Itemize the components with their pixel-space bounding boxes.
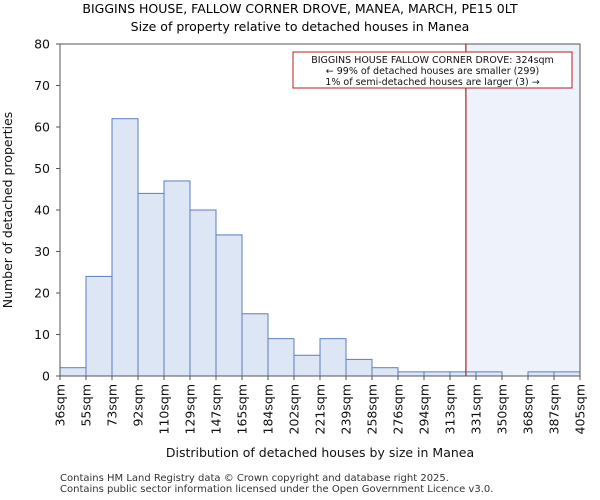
chart-title: BIGGINS HOUSE, FALLOW CORNER DROVE, MANE… [82, 1, 518, 16]
histogram-bar [267, 338, 295, 377]
annotation-line: BIGGINS HOUSE FALLOW CORNER DROVE: 324sq… [311, 55, 554, 66]
histogram-bar [527, 371, 555, 377]
histogram-bar [553, 371, 581, 377]
x-tick-label: 147sqm [209, 384, 224, 434]
annotation-box [292, 51, 573, 89]
footer-copyright: Contains HM Land Registry data © Crown c… [60, 473, 449, 484]
x-tick-label: 258sqm [365, 384, 380, 434]
x-tick-label: 239sqm [339, 384, 354, 434]
x-tick-label: 73sqm [105, 384, 120, 427]
y-tick-label: 70 [34, 78, 50, 93]
histogram-bar [371, 367, 399, 377]
x-axis-label: Distribution of detached houses by size … [166, 445, 474, 460]
x-tick-label: 92sqm [131, 384, 146, 427]
y-tick-label: 10 [34, 327, 50, 342]
x-tick-label: 276sqm [391, 384, 406, 434]
x-tick-label: 129sqm [183, 384, 198, 434]
histogram-bar [189, 209, 217, 377]
x-tick-label: 313sqm [443, 384, 458, 434]
histogram-bar [345, 358, 373, 377]
histogram-bar [397, 371, 425, 377]
highlight-region [465, 44, 580, 376]
x-tick-label: 36sqm [53, 384, 68, 427]
histogram-bar [293, 354, 321, 377]
x-tick-label: 387sqm [547, 384, 562, 434]
y-tick-label: 20 [34, 286, 50, 301]
histogram-bar [215, 234, 243, 377]
x-tick-label: 368sqm [521, 384, 536, 434]
y-axis-label: Number of detached properties [0, 112, 15, 309]
histogram-bar [241, 313, 269, 377]
y-tick-label: 30 [34, 244, 50, 259]
chart-subtitle: Size of property relative to detached ho… [130, 19, 470, 34]
annotation-line: 1% of semi-detached houses are larger (3… [325, 77, 539, 88]
x-tick-label: 110sqm [157, 384, 172, 434]
x-tick-label: 55sqm [79, 384, 94, 427]
histogram-bar [59, 367, 87, 377]
histogram-bar [449, 371, 477, 377]
x-tick-label: 184sqm [261, 384, 276, 434]
histogram-bar [475, 371, 503, 377]
histogram-bar [163, 180, 191, 377]
x-tick-label: 165sqm [235, 384, 250, 434]
y-tick-label: 0 [42, 369, 50, 384]
x-tick-label: 221sqm [313, 384, 328, 434]
x-tick-label: 405sqm [573, 384, 588, 434]
histogram-bar [319, 338, 347, 377]
x-tick-label: 331sqm [469, 384, 484, 434]
annotation-line: ← 99% of detached houses are smaller (29… [326, 66, 539, 77]
y-tick-label: 50 [34, 161, 50, 176]
footer-licence: Contains public sector information licen… [60, 484, 494, 495]
x-tick-label: 350sqm [495, 384, 510, 434]
histogram-bar [85, 275, 113, 377]
histogram-bar [111, 118, 139, 377]
histogram-bar [423, 371, 451, 377]
histogram-bar [137, 192, 165, 377]
y-tick-label: 80 [34, 37, 50, 52]
x-tick-label: 294sqm [417, 384, 432, 434]
y-tick-label: 60 [34, 120, 50, 135]
y-tick-label: 40 [34, 203, 50, 218]
x-tick-label: 202sqm [287, 384, 302, 434]
